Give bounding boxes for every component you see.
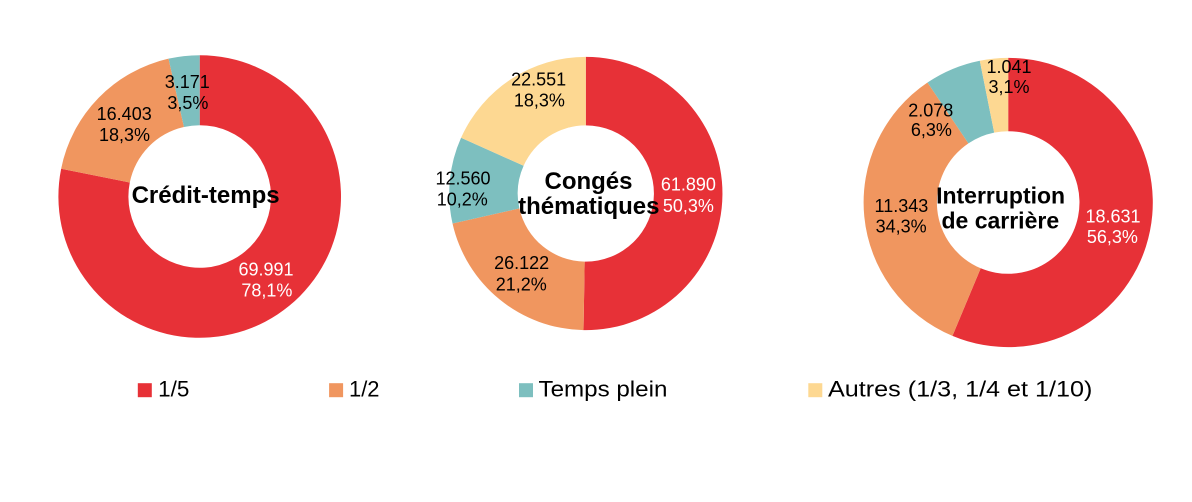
svg-text:1/5: 1/5 <box>158 376 189 401</box>
svg-text:3,5%: 3,5% <box>167 93 208 113</box>
svg-text:Autres (1/3, 1/4 et 1/10): Autres (1/3, 1/4 et 1/10) <box>828 376 1092 401</box>
svg-text:2.078: 2.078 <box>908 100 953 120</box>
svg-text:1.041: 1.041 <box>986 57 1031 77</box>
svg-text:34,3%: 34,3% <box>876 217 927 237</box>
svg-text:56,3%: 56,3% <box>1087 227 1138 247</box>
svg-text:78,1%: 78,1% <box>241 281 292 301</box>
svg-text:61.890: 61.890 <box>661 175 716 195</box>
svg-text:Congés: Congés <box>544 168 632 195</box>
svg-text:Crédit-temps: Crédit-temps <box>132 182 280 209</box>
svg-text:1/2: 1/2 <box>349 376 380 401</box>
svg-text:18,3%: 18,3% <box>99 125 150 145</box>
svg-text:12.560: 12.560 <box>435 168 490 188</box>
svg-text:69.991: 69.991 <box>238 260 293 280</box>
svg-text:21,2%: 21,2% <box>496 275 547 295</box>
svg-text:50,3%: 50,3% <box>663 196 714 216</box>
svg-text:26.122: 26.122 <box>494 253 549 273</box>
svg-text:thématiques: thématiques <box>518 193 659 220</box>
svg-text:Temps plein: Temps plein <box>539 376 668 401</box>
svg-text:18,3%: 18,3% <box>514 90 565 110</box>
svg-text:6,3%: 6,3% <box>911 120 952 140</box>
svg-text:18.631: 18.631 <box>1085 206 1140 226</box>
svg-text:Interruption: Interruption <box>936 183 1065 209</box>
svg-text:10,2%: 10,2% <box>437 189 488 209</box>
svg-text:de carrière: de carrière <box>941 208 1059 234</box>
svg-text:22.551: 22.551 <box>511 69 566 89</box>
svg-text:3,1%: 3,1% <box>988 77 1029 97</box>
svg-text:3.171: 3.171 <box>165 72 210 92</box>
svg-text:16.403: 16.403 <box>97 104 152 124</box>
svg-text:11.343: 11.343 <box>875 196 929 216</box>
